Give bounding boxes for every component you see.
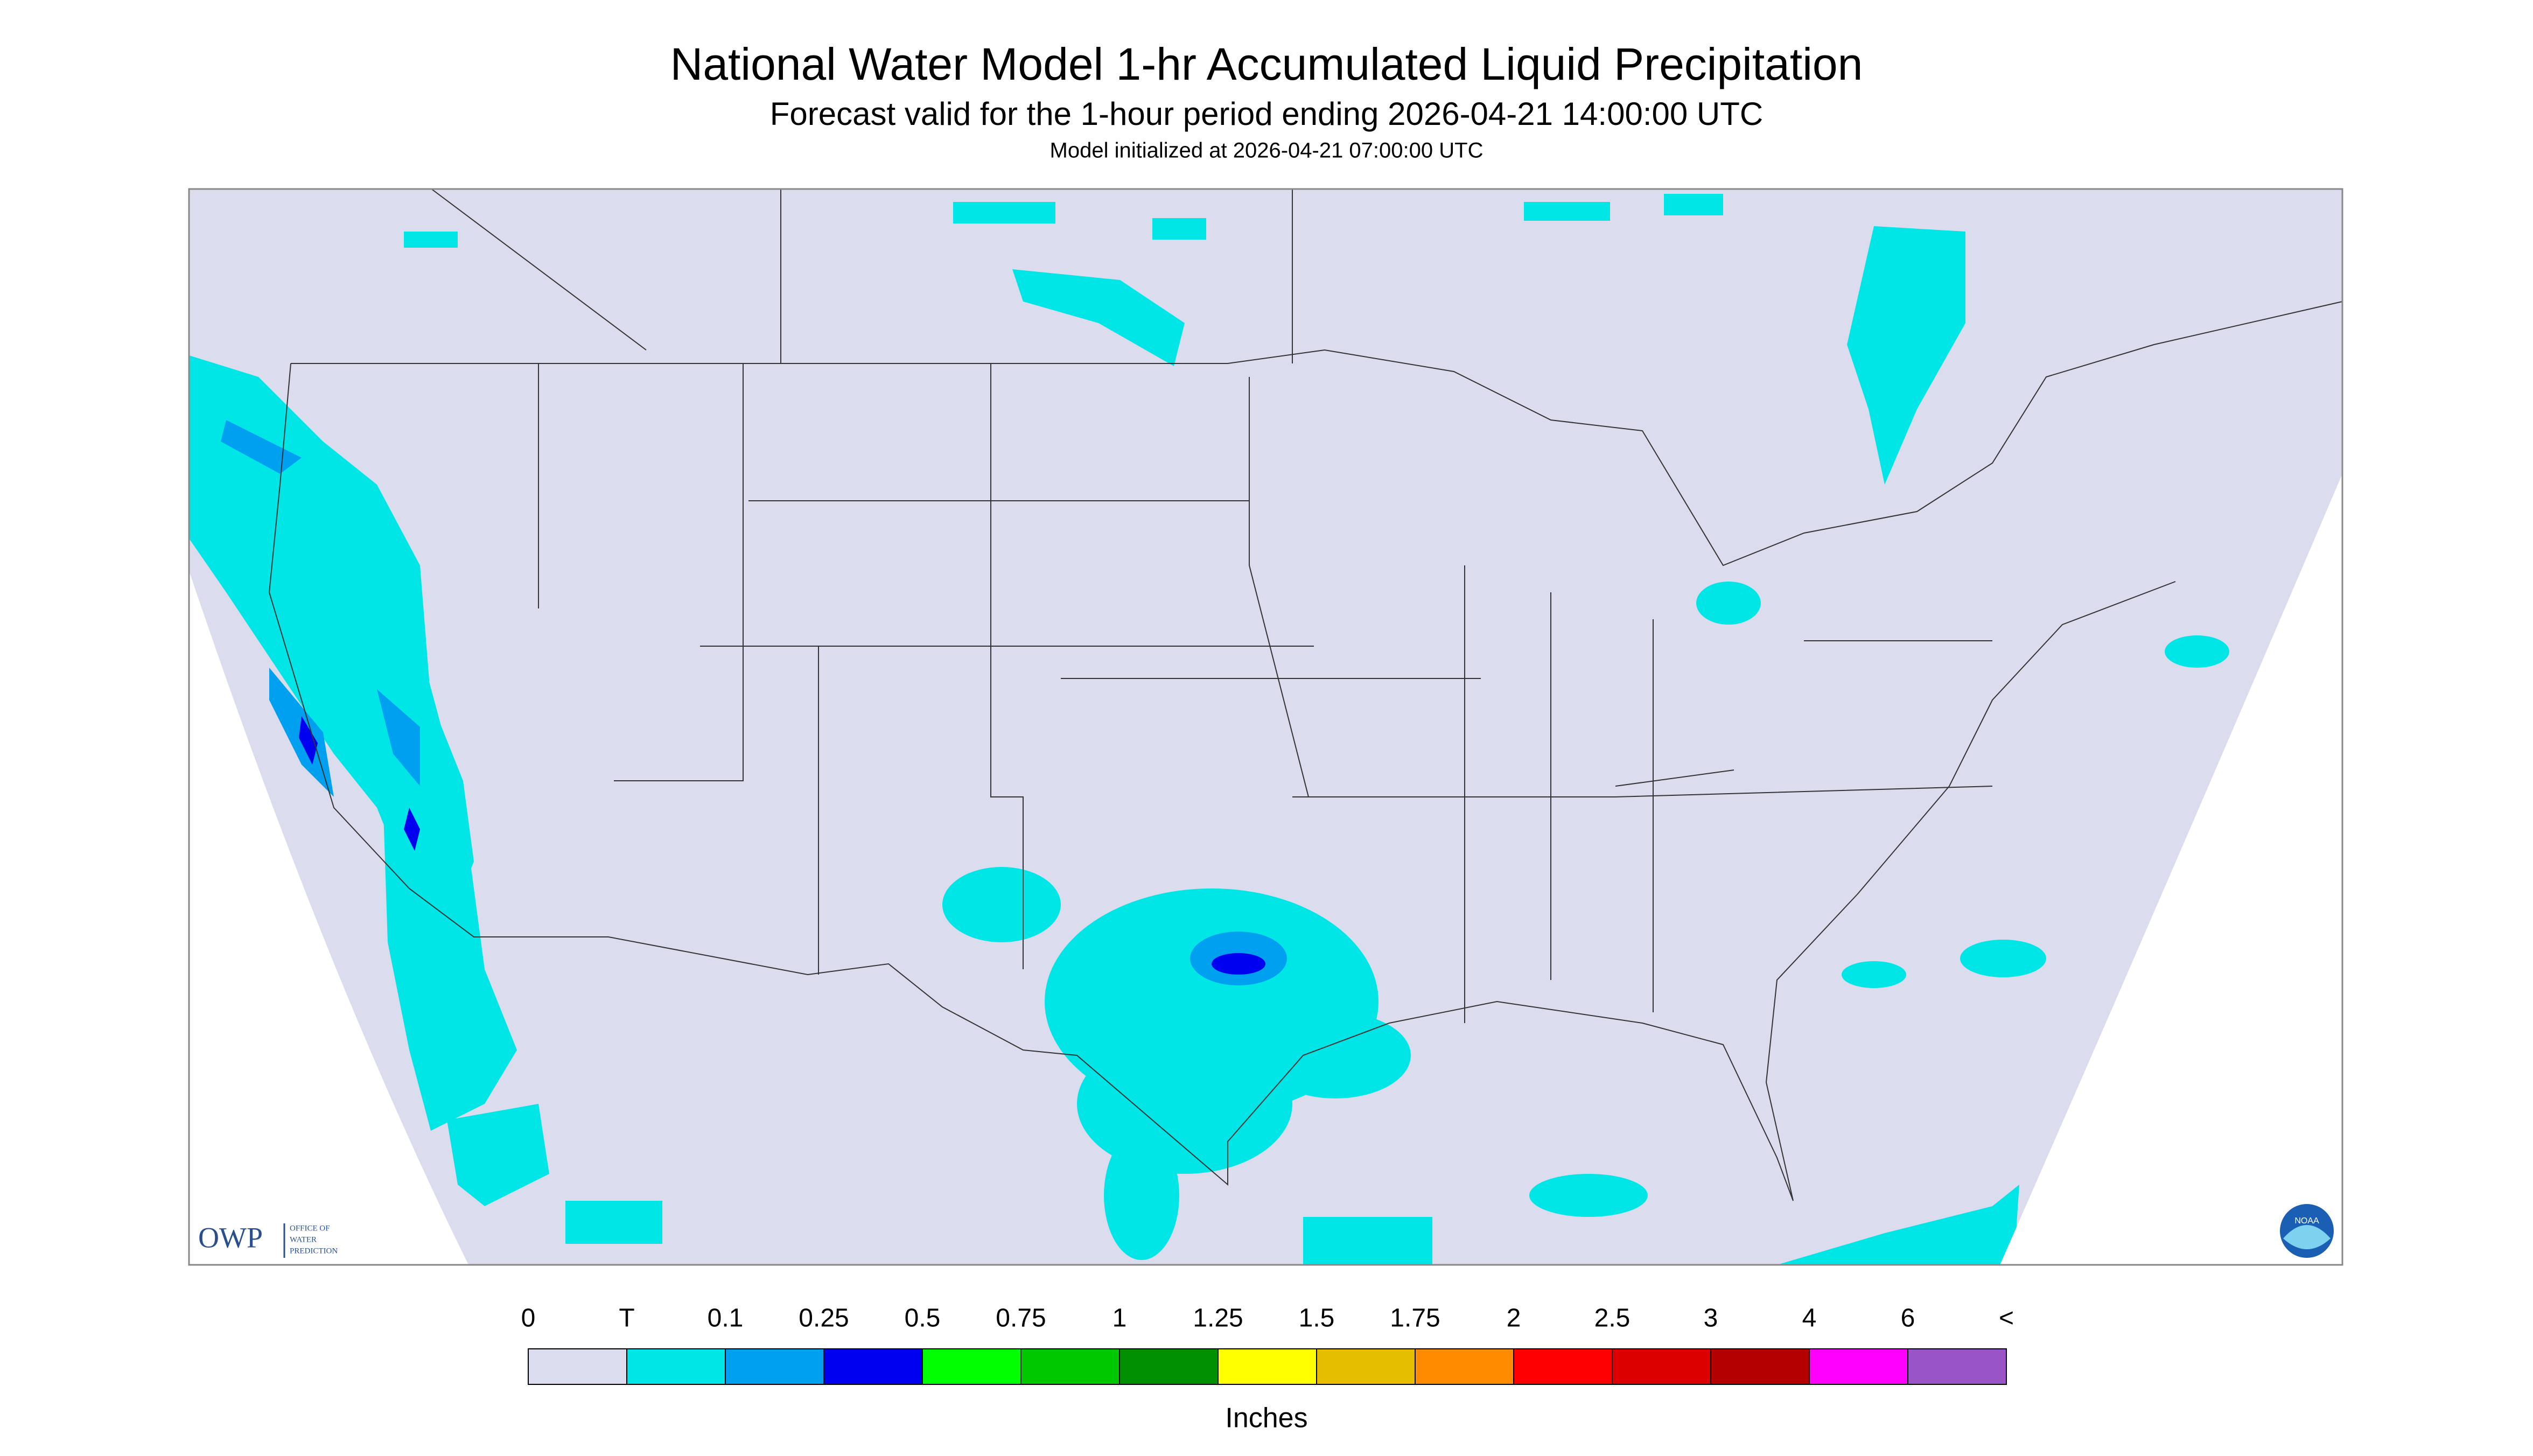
legend-swatch [823,1348,923,1385]
precip-area [299,716,420,851]
legend-swatch [1710,1348,1810,1385]
legend-swatch [1020,1348,1120,1385]
legend-swatch [1119,1348,1219,1385]
precip-area [1960,940,2046,977]
legend-swatch [1217,1348,1317,1385]
precip-area [1664,194,1723,215]
legend-swatch [922,1348,1021,1385]
precip-area [2165,635,2229,668]
legend-label: 2.5 [1594,1304,1631,1333]
legend-label: 0.1 [708,1304,744,1333]
out-of-domain [189,189,468,1265]
province-line [430,188,1293,363]
legend-label: 4 [1802,1304,1817,1333]
legend-label: 1.25 [1193,1304,1243,1333]
legend-label: 3 [1704,1304,1718,1333]
owp-logo: OWP [198,1221,263,1254]
map: OWP OFFICE OF WATER PREDICTION NOAA [188,188,2343,1266]
precip-area [1303,1217,1432,1265]
precip-area [1212,953,1265,975]
precip-area [565,1201,662,1244]
precip-area [1524,202,1610,221]
legend-swatch [1415,1348,1514,1385]
legend-swatch [1316,1348,1416,1385]
precip-area [404,232,458,248]
legend-unit: Inches [1225,1403,1307,1434]
precip-area [221,420,420,797]
owp-logo-line: OFFICE OF [290,1224,330,1233]
legend-swatch [1612,1348,1711,1385]
title: National Water Model 1-hr Accumulated Li… [670,39,1863,89]
legend-label: T [619,1304,634,1333]
precipitation [189,194,2229,1265]
precip-area [1777,1185,2019,1265]
precip-area [447,1104,549,1206]
border-line [291,301,2343,566]
precip-area [1842,961,1906,988]
legend-label: 0 [521,1304,536,1333]
legend-swatch [528,1348,627,1385]
legend: 0 T 0.1 0.25 0.5 0.75 1 1.25 1.5 1.75 2 2.5 3 4 6 < [521,1304,2014,1385]
precip-area [1012,269,1185,366]
legend-label: < [1999,1304,2014,1333]
precip-area [1152,218,1206,240]
subtitle: Forecast valid for the 1-hour period end… [770,96,1763,132]
map-frame [188,188,2343,1266]
legend-label: 0.5 [905,1304,941,1333]
owp-logo-line: PREDICTION [290,1247,338,1255]
legend-swatch [1907,1348,2007,1385]
out-of-domain [2000,474,2342,1265]
legend-label: 1 [1112,1304,1127,1333]
legend-swatch [626,1348,726,1385]
border-line [268,363,2176,1201]
precip-area [1260,1012,1411,1098]
legend-label: 0.75 [996,1304,1046,1333]
precip-area [1847,226,1965,485]
noaa-logo-wave [2283,1225,2331,1249]
state-line [538,363,1993,1023]
precip-area [942,867,1061,942]
precip-area [1104,1131,1179,1260]
init-time: Model initialized at 2026-04-21 07:00:00… [1050,139,1484,163]
legend-swatch [725,1348,824,1385]
legend-label: 0.25 [799,1304,849,1333]
legend-label: 1.75 [1390,1304,1440,1333]
legend-swatch [1809,1348,1908,1385]
precip-area [953,202,1055,223]
legend-label: 6 [1901,1304,1915,1333]
legend-label: 2 [1507,1304,1521,1333]
legend-swatch [1513,1348,1613,1385]
noaa-logo-text: NOAA [2294,1216,2319,1226]
borders [268,188,2343,1201]
legend-label: 1.5 [1299,1304,1335,1333]
precip-area [1696,582,1761,625]
owp-logo-line: WATER [290,1235,317,1244]
precip-area [1529,1174,1648,1217]
